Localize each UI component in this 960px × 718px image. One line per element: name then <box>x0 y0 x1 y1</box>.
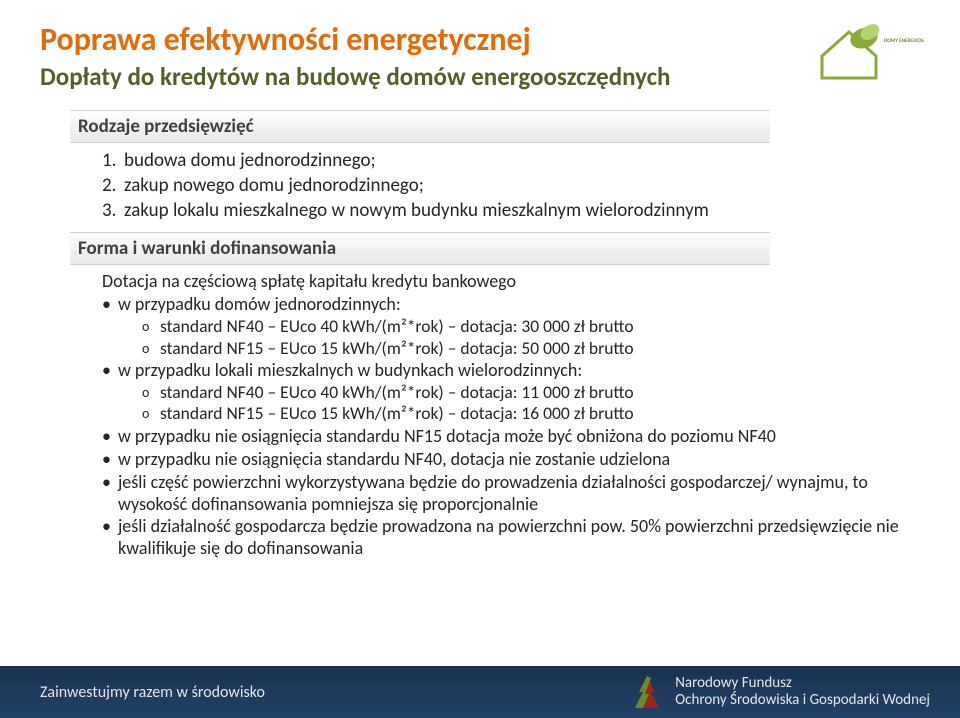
numbered-text: zakup nowego domu jednorodzinnego; <box>124 174 424 197</box>
footer-right-line1: Narodowy Fundusz <box>675 675 930 692</box>
page-title: Poprawa efektywności energetycznej <box>40 22 920 59</box>
section-header-types: Rodzaje przedsięwzięć <box>70 110 770 143</box>
numbered-item: 3.zakup lokalu mieszkalnego w nowym budy… <box>102 199 920 222</box>
numbered-text: zakup lokalu mieszkalnego w nowym budynk… <box>124 199 709 222</box>
bullet-item: jeśli działalność gospodarcza będzie pro… <box>102 516 920 560</box>
sub-list: standard NF40 – EUco 40 kWh/(m²*rok) – d… <box>142 382 920 425</box>
bullet-item: jeśli część powierzchni wykorzystywana b… <box>102 472 920 516</box>
bullet-list: w przypadku domów jednorodzinnych: stand… <box>102 294 920 560</box>
bullet-text: w przypadku lokali mieszkalnych w budynk… <box>118 359 582 381</box>
sub-item: standard NF40 – EUco 40 kWh/(m²*rok) – d… <box>142 316 920 337</box>
sub-item: standard NF40 – EUco 40 kWh/(m²*rok) – d… <box>142 382 920 403</box>
numbered-text: budowa domu jednorodzinnego; <box>124 149 376 172</box>
svg-text:DOMY ENERGOOSZCZĘDNE: DOMY ENERGOOSZCZĘDNE <box>884 38 924 44</box>
footer-right-line2: Ochrony Środowiska i Gospodarki Wodnej <box>675 692 930 709</box>
numbered-item: 2.zakup nowego domu jednorodzinnego; <box>102 174 920 197</box>
bullet-item: w przypadku lokali mieszkalnych w budynk… <box>102 360 920 425</box>
bullet-item: w przypadku nie osiągnięcia standardu NF… <box>102 426 920 448</box>
sub-list: standard NF40 – EUco 40 kWh/(m²*rok) – d… <box>142 316 920 359</box>
bullet-item: w przypadku domów jednorodzinnych: stand… <box>102 294 920 359</box>
slide: DOMY ENERGOOSZCZĘDNE Poprawa efektywnośc… <box>0 0 960 718</box>
sub-item: standard NF15 – EUco 15 kWh/(m²*rok) – d… <box>142 338 920 359</box>
footer-bar: Zainwestujmy razem w środowisko Narodowy… <box>0 666 960 718</box>
section-header-form: Forma i warunki dofinansowania <box>70 232 770 265</box>
footer-right: Narodowy Fundusz Ochrony Środowiska i Go… <box>629 674 930 710</box>
top-right-logo: DOMY ENERGOOSZCZĘDNE <box>814 16 924 86</box>
numbered-item: 1.budowa domu jednorodzinnego; <box>102 149 920 172</box>
nf-logo-icon <box>629 674 665 710</box>
footer-right-text: Narodowy Fundusz Ochrony Środowiska i Go… <box>675 675 930 710</box>
numbered-list: 1.budowa domu jednorodzinnego; 2.zakup n… <box>102 149 920 222</box>
intro-paragraph: Dotacja na częściową spłatę kapitału kre… <box>102 271 920 293</box>
bullet-text: w przypadku domów jednorodzinnych: <box>118 293 401 315</box>
sub-item: standard NF15 – EUco 15 kWh/(m²*rok) – d… <box>142 403 920 424</box>
footer-left-text: Zainwestujmy razem w środowisko <box>40 683 265 702</box>
bullet-item: w przypadku nie osiągnięcia standardu NF… <box>102 449 920 471</box>
page-subtitle: Dopłaty do kredytów na budowę domów ener… <box>40 61 920 92</box>
